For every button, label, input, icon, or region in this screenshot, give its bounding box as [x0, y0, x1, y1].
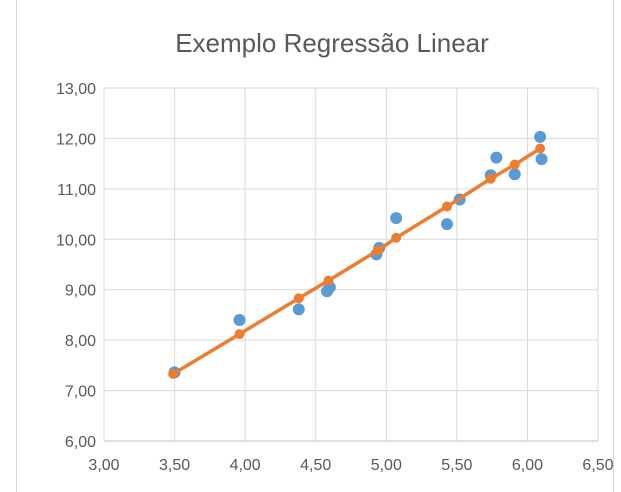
data-point — [233, 313, 246, 326]
trend-point — [535, 143, 546, 154]
trend-point — [372, 245, 383, 256]
y-tick-label: 11,00 — [57, 182, 96, 199]
y-tick-label: 9,00 — [65, 283, 96, 300]
x-tick-label: 3,00 — [88, 457, 119, 474]
y-tick-label: 10,00 — [56, 232, 96, 249]
data-point — [390, 212, 403, 225]
data-point — [535, 153, 548, 166]
data-point — [534, 130, 547, 143]
trend-point — [168, 368, 179, 379]
data-point — [508, 168, 521, 181]
trend-point — [323, 275, 334, 286]
x-tick-label: 5,00 — [371, 457, 402, 474]
trend-line — [172, 147, 542, 376]
y-tick-label: 6,00 — [65, 434, 96, 451]
y-tick-label: 13,00 — [56, 81, 96, 98]
series-layer — [168, 130, 548, 379]
trend-point — [509, 159, 520, 170]
trend-point — [293, 293, 304, 304]
x-tick-label: 4,50 — [300, 457, 331, 474]
y-tick-label: 8,00 — [65, 333, 96, 350]
data-point — [490, 151, 503, 164]
data-point — [292, 303, 305, 316]
trend-point — [391, 232, 402, 243]
trend-point — [234, 329, 245, 340]
y-tick-label: 7,00 — [65, 384, 96, 401]
chart-frame — [16, 0, 614, 492]
x-tick-label: 3,50 — [159, 457, 190, 474]
x-axis-tick-labels: 3,00 3,50 4,00 4,50 5,00 5,50 6,00 6,50 — [88, 457, 613, 474]
trend-point — [485, 173, 496, 184]
y-tick-label: 12,00 — [56, 131, 96, 148]
x-tick-label: 6,50 — [582, 457, 613, 474]
horizontal-gridlines — [104, 87, 598, 442]
chart-title: Exemplo Regressão Linear — [175, 28, 489, 58]
series-1 — [168, 143, 546, 379]
data-point — [440, 218, 453, 231]
y-axis-tick-labels: 6,00 7,00 8,00 9,00 10,00 11,00 12,00 13,00 — [56, 81, 96, 451]
x-tick-label: 5,50 — [441, 457, 472, 474]
x-tick-label: 4,00 — [230, 457, 261, 474]
vertical-gridlines — [103, 88, 599, 441]
trend-point — [441, 201, 452, 212]
x-tick-label: 6,00 — [512, 457, 543, 474]
